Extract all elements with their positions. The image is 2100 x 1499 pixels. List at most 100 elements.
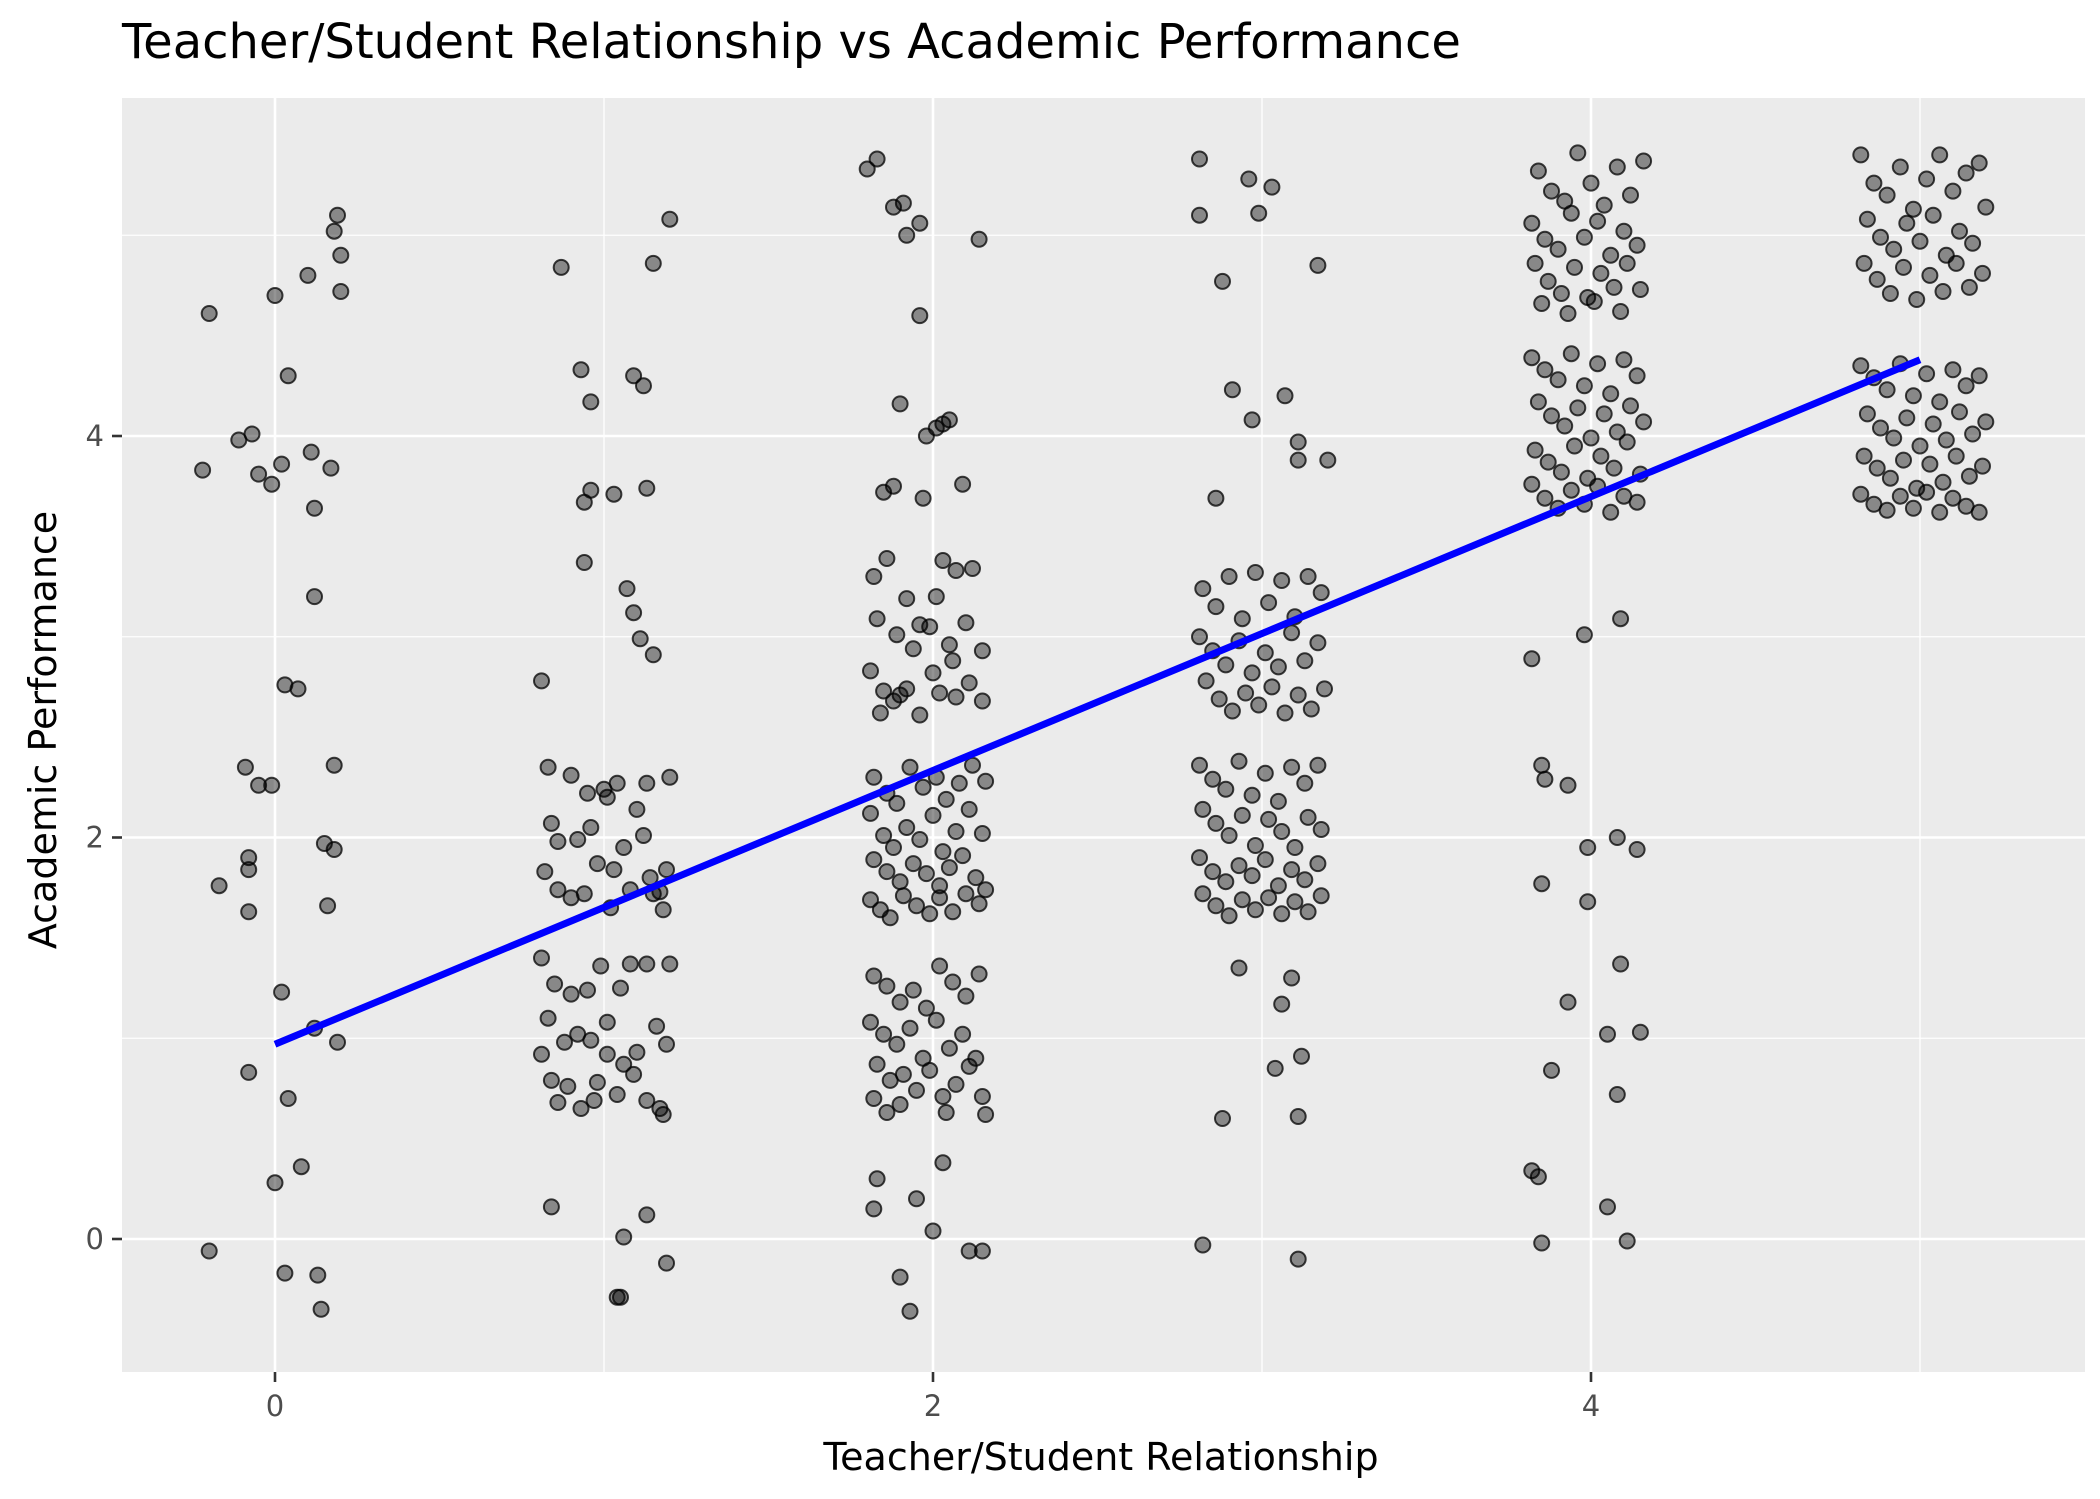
data-point bbox=[1289, 1250, 1307, 1268]
data-point bbox=[1296, 652, 1314, 670]
data-point bbox=[1878, 186, 1896, 204]
data-point bbox=[944, 903, 962, 921]
data-point bbox=[250, 776, 268, 794]
data-point bbox=[1885, 240, 1903, 258]
data-point bbox=[1924, 415, 1942, 433]
data-point bbox=[1220, 907, 1238, 925]
data-point bbox=[891, 686, 909, 704]
data-point bbox=[898, 590, 916, 608]
data-point bbox=[1220, 568, 1238, 585]
data-point bbox=[556, 1033, 573, 1051]
data-point bbox=[904, 855, 922, 873]
data-point bbox=[1230, 857, 1248, 875]
data-points bbox=[194, 144, 1995, 1320]
data-point bbox=[1529, 162, 1547, 180]
data-point bbox=[329, 206, 346, 224]
data-point bbox=[977, 772, 995, 790]
data-point bbox=[1589, 355, 1607, 373]
data-point bbox=[901, 758, 919, 776]
data-point bbox=[1579, 893, 1597, 911]
data-point bbox=[1970, 503, 1988, 521]
data-point bbox=[1194, 1236, 1212, 1254]
data-point bbox=[575, 885, 593, 903]
data-point bbox=[921, 1061, 939, 1079]
data-point bbox=[868, 1170, 886, 1188]
data-point bbox=[536, 863, 554, 881]
data-point bbox=[1891, 487, 1909, 505]
data-point bbox=[598, 1013, 616, 1031]
data-point bbox=[562, 766, 580, 784]
data-point bbox=[1549, 240, 1567, 258]
data-point bbox=[1523, 349, 1541, 367]
data-point bbox=[1608, 829, 1626, 846]
data-point bbox=[1931, 146, 1949, 164]
data-point bbox=[878, 1104, 896, 1121]
data-point bbox=[332, 246, 350, 264]
data-point bbox=[911, 831, 929, 848]
data-point bbox=[1309, 855, 1327, 873]
data-point bbox=[539, 1009, 557, 1027]
data-point bbox=[1240, 170, 1258, 188]
data-point bbox=[1233, 891, 1251, 909]
data-point bbox=[562, 985, 580, 1003]
data-point bbox=[1964, 425, 1982, 443]
data-point bbox=[868, 1055, 886, 1073]
data-point bbox=[572, 1100, 590, 1117]
data-point bbox=[638, 1206, 656, 1224]
data-point bbox=[194, 461, 212, 479]
data-point bbox=[1243, 786, 1261, 804]
data-point bbox=[1246, 837, 1264, 854]
data-point bbox=[1543, 407, 1560, 425]
data-point bbox=[289, 680, 307, 698]
data-point bbox=[1309, 256, 1327, 274]
data-point bbox=[1233, 610, 1251, 628]
data-point bbox=[1855, 254, 1873, 272]
data-point bbox=[1217, 780, 1235, 798]
data-point bbox=[279, 1090, 297, 1107]
data-point bbox=[585, 1092, 603, 1109]
data-point bbox=[292, 1158, 310, 1176]
data-point bbox=[1605, 278, 1623, 296]
data-point bbox=[648, 1017, 666, 1035]
data-point bbox=[1289, 1108, 1307, 1125]
data-point bbox=[312, 1300, 330, 1318]
data-point bbox=[885, 198, 902, 216]
data-point bbox=[302, 443, 320, 461]
data-point bbox=[588, 1073, 606, 1091]
data-point bbox=[240, 1063, 258, 1081]
data-point bbox=[1858, 210, 1876, 228]
data-point bbox=[1536, 489, 1554, 507]
data-point bbox=[654, 1106, 672, 1123]
data-point bbox=[960, 800, 978, 818]
data-point bbox=[605, 861, 623, 879]
data-point bbox=[635, 377, 652, 395]
data-point bbox=[947, 823, 965, 840]
data-point bbox=[546, 975, 564, 993]
data-point bbox=[612, 979, 629, 997]
data-point bbox=[894, 1065, 912, 1083]
data-point bbox=[638, 955, 656, 973]
data-point bbox=[1246, 564, 1264, 581]
y-axis-ticks: 0 2 4 bbox=[86, 419, 122, 1256]
data-point bbox=[934, 552, 952, 569]
data-point bbox=[934, 1088, 952, 1105]
data-point bbox=[661, 210, 679, 228]
data-point bbox=[1529, 1168, 1547, 1186]
data-point bbox=[306, 588, 323, 606]
data-point bbox=[931, 889, 949, 907]
data-point bbox=[615, 1228, 633, 1246]
data-point bbox=[1243, 867, 1261, 885]
data-point bbox=[924, 664, 942, 682]
data-point bbox=[200, 1242, 218, 1260]
data-point bbox=[1579, 839, 1597, 856]
data-point bbox=[1628, 367, 1646, 385]
data-point bbox=[1852, 485, 1870, 503]
data-point bbox=[539, 758, 557, 776]
data-point bbox=[1230, 752, 1248, 770]
data-point bbox=[940, 411, 958, 429]
data-point bbox=[894, 887, 912, 905]
data-point bbox=[908, 1081, 925, 1099]
data-point bbox=[931, 684, 949, 702]
data-point bbox=[243, 425, 261, 443]
